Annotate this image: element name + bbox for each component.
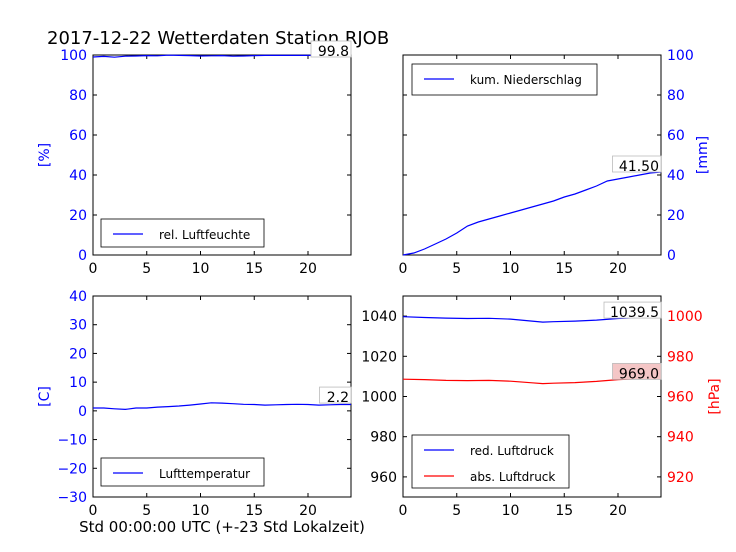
y2-tick-label: 1000: [667, 309, 703, 325]
y-tick-label: 20: [667, 208, 685, 224]
y-tick-label: 1000: [361, 390, 397, 406]
annotation-label-box: [603, 301, 662, 319]
x-tick-label: 20: [609, 503, 627, 519]
legend-entry: Lufttemperatur: [159, 467, 250, 481]
y2-tick-label: 960: [667, 390, 694, 406]
legend-entry: rel. Luftfeuchte: [159, 228, 250, 242]
x-tick-label: 0: [89, 261, 98, 277]
annotation-label: 99.8: [318, 44, 349, 60]
x-tick-label: 0: [89, 503, 98, 519]
legend-box-temperature: [100, 457, 265, 487]
y-tick-label: 10: [69, 375, 87, 391]
series-line-abs-luftdruck: [403, 377, 661, 385]
annotation-label: 1039.5: [610, 305, 659, 321]
y-tick-label: 0: [667, 248, 676, 264]
legend-entry: red. Luftdruck: [470, 444, 554, 458]
series-line-red-luftdruck: [403, 316, 661, 323]
x-tick-label: 20: [299, 503, 317, 519]
series-line-lufttemperatur: [93, 402, 351, 411]
y-tick-label: 100: [60, 48, 87, 64]
x-tick-label: 10: [502, 503, 520, 519]
annotation-label: 2.2: [327, 390, 349, 406]
annotation-label-2-box: [612, 362, 662, 380]
y-tick-label: 40: [69, 168, 87, 184]
y-tick-label: 30: [69, 318, 87, 334]
y-tick-label: −10: [57, 433, 87, 449]
x-tick-label: 0: [399, 503, 408, 519]
annotation-label-box: [310, 40, 352, 58]
legend-entry: kum. Niederschlag: [470, 73, 582, 87]
annotation-label-box: [612, 155, 662, 173]
y2-axis-label: [hPa]: [707, 378, 723, 414]
y-tick-label: 80: [667, 88, 685, 104]
y-tick-label: 1040: [361, 309, 397, 325]
axes-frame-precip: [402, 54, 662, 256]
panel-pressure: 0 5 10 15 20 960 980 1000 1020 1040 920 940 960 980 10…: [361, 295, 723, 519]
y-tick-label: −20: [57, 461, 87, 477]
y-tick-label: 1020: [361, 349, 397, 365]
y-tick-label: 60: [667, 128, 685, 144]
panel-precip: 0 5 10 15 20 0 20 40 60 80 100 [mm] 41.50 kum. Nieder…: [399, 48, 711, 277]
y-tick-label: 60: [69, 128, 87, 144]
x-tick-label: 15: [555, 261, 573, 277]
series-line-rel-luftfeuchte: [93, 54, 351, 58]
y-tick-label: 0: [78, 404, 87, 420]
x-tick-label: 0: [399, 261, 408, 277]
figure-title: 2017-12-22 Wetterdaten Station RJOB: [47, 28, 389, 49]
annotation-label-box: [319, 386, 352, 404]
y-tick-label: −30: [57, 490, 87, 506]
annotation-label-2: 969.0: [619, 366, 659, 382]
x-tick-label: 20: [299, 261, 317, 277]
x-tick-label: 10: [192, 503, 210, 519]
y2-tick-label: 920: [667, 470, 694, 486]
x-tick-label: 15: [555, 503, 573, 519]
y-tick-label: 980: [370, 430, 397, 446]
y-axis-label: [mm]: [695, 136, 711, 174]
y-tick-label: 0: [78, 248, 87, 264]
y-tick-label: 100: [667, 48, 694, 64]
y-axis-label: [C]: [37, 386, 53, 407]
footer-xlabel: Std 00:00:00 UTC (+-23 Std Lokalzeit): [79, 518, 365, 536]
panel-humidity: 0 5 10 15 20 0 20 40 60 80 100 [%] 99.8 rel. Luftfeuc…: [37, 40, 352, 277]
y2-tick-label: 940: [667, 430, 694, 446]
x-tick-label: 5: [452, 261, 461, 277]
x-tick-label: 15: [245, 503, 263, 519]
y-tick-label: 20: [69, 208, 87, 224]
y-tick-label: 960: [370, 470, 397, 486]
legend-entry: abs. Luftdruck: [470, 470, 555, 484]
annotation-label: 41.50: [619, 159, 659, 175]
legend-box-humidity: [100, 218, 265, 248]
y-tick-label: 80: [69, 88, 87, 104]
y-tick-label: 20: [69, 346, 87, 362]
x-tick-label: 20: [609, 261, 627, 277]
x-tick-label: 5: [142, 503, 151, 519]
x-tick-label: 10: [502, 261, 520, 277]
panel-temperature: 0 5 10 15 20 −30 −20 −10 0 10 20 30 40 [C] 2.2 Lufttemp…: [37, 289, 352, 519]
y2-tick-label: 980: [667, 349, 694, 365]
legend-box-pressure: [411, 434, 570, 489]
y-axis-label: [%]: [37, 143, 53, 167]
y-tick-label: 40: [667, 168, 685, 184]
y-tick-label: 40: [69, 289, 87, 305]
x-tick-label: 15: [245, 261, 263, 277]
x-tick-label: 10: [192, 261, 210, 277]
x-tick-label: 5: [142, 261, 151, 277]
x-tick-label: 5: [452, 503, 461, 519]
series-line-kum-niederschlag: [403, 171, 661, 256]
